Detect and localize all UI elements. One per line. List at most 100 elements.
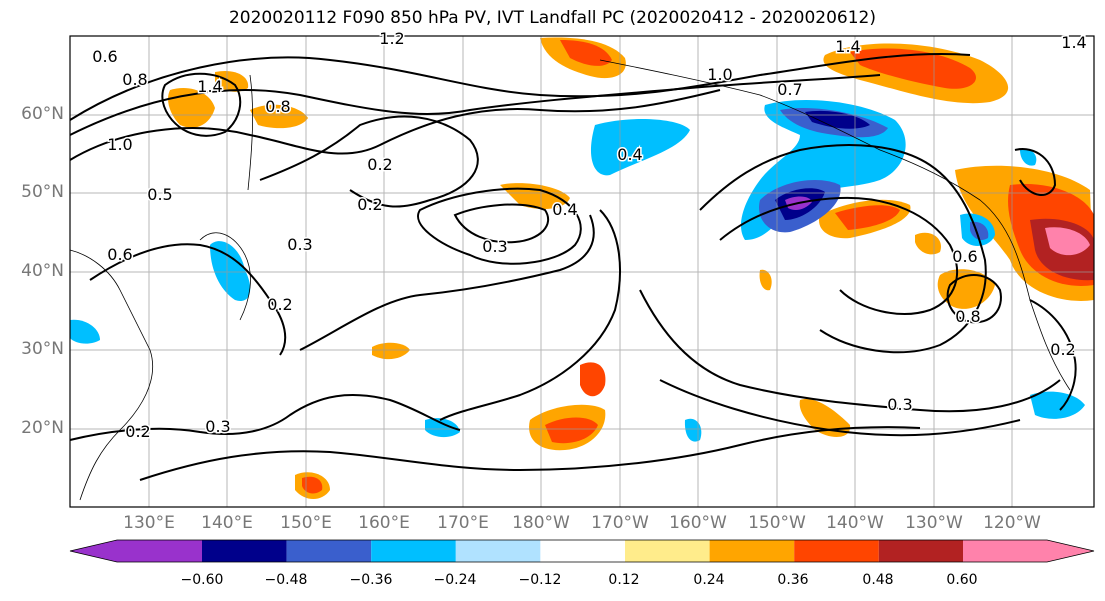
contour-label: 0.4 xyxy=(617,145,642,164)
contour-label: 0.6 xyxy=(107,245,132,264)
contour-line xyxy=(161,72,242,137)
lon-label: 130°E xyxy=(123,513,175,533)
contour-label: 0.8 xyxy=(122,70,147,89)
shade-negative xyxy=(1030,391,1085,419)
colorbar-tick-label: −0.60 xyxy=(180,572,224,588)
contour-label: 1.2 xyxy=(379,29,404,48)
shade-positive xyxy=(168,88,215,128)
contour-line xyxy=(1029,299,1077,411)
colorbar-segment xyxy=(202,540,287,562)
colorbar-segment xyxy=(878,540,964,562)
lon-label: 170°E xyxy=(437,513,489,533)
shade-negative xyxy=(425,418,460,438)
contour-label: 0.2 xyxy=(267,295,292,314)
contour-label: 1.0 xyxy=(107,135,132,154)
lon-label: 140°W xyxy=(826,513,884,533)
contour-label: 0.8 xyxy=(955,307,980,326)
contour-line xyxy=(69,53,971,121)
shade-positive xyxy=(580,362,606,397)
lon-label: 180°W xyxy=(512,513,570,533)
colorbar-segment xyxy=(709,540,795,562)
shade-positive xyxy=(302,476,323,494)
map-title: 2020020112 F090 850 hPa PV, IVT Landfall… xyxy=(228,8,876,28)
contour-line xyxy=(453,203,550,244)
contour-label: 0.3 xyxy=(287,235,312,254)
map-frame xyxy=(69,35,1095,508)
lat-label: 20°N xyxy=(21,418,64,438)
shade-positive xyxy=(250,104,308,129)
contour-label: 1.4 xyxy=(1061,33,1086,52)
lon-label: 120°W xyxy=(983,513,1041,533)
colorbar-segment xyxy=(117,540,202,562)
colorbar-segment xyxy=(286,540,372,562)
contour-label: 1.4 xyxy=(197,77,222,96)
contour-label: 1.4 xyxy=(835,37,860,56)
contour-line xyxy=(69,394,461,441)
lat-label: 40°N xyxy=(21,261,64,281)
contour-label: 0.6 xyxy=(92,47,117,66)
contour-label: 0.8 xyxy=(265,97,290,116)
contour-label: 1.0 xyxy=(707,65,732,84)
contour-line xyxy=(139,426,921,481)
contour-label: 0.4 xyxy=(552,200,577,219)
colorbar-tick-label: 0.48 xyxy=(862,572,894,588)
lat-label: 60°N xyxy=(21,104,64,124)
colorbar-segment xyxy=(625,540,710,562)
contour-line xyxy=(946,273,1002,324)
lon-label: 130°W xyxy=(905,513,963,533)
contour-label: 0.2 xyxy=(367,155,392,174)
lon-label: 160°W xyxy=(669,513,727,533)
lon-label: 160°E xyxy=(358,513,410,533)
lon-label: 140°E xyxy=(201,513,253,533)
colorbar-extend-high xyxy=(1047,540,1094,562)
contour-line xyxy=(1014,148,1057,196)
contour-line xyxy=(69,74,881,136)
colorbar-tick-label: 0.12 xyxy=(608,572,640,588)
colorbar-segment xyxy=(455,540,541,562)
coastline-north-america xyxy=(599,59,1071,391)
colorbar-tick-label: −0.36 xyxy=(349,572,393,588)
colorbar-tick-label: 0.36 xyxy=(777,572,809,588)
lat-label: 30°N xyxy=(21,339,64,359)
contour-line xyxy=(639,289,1061,413)
contour-line xyxy=(299,214,595,351)
contour-label: 0.3 xyxy=(887,395,912,414)
shade-positive xyxy=(1045,227,1090,256)
colorbar-tick-label: 0.60 xyxy=(946,572,978,588)
lon-label: 150°W xyxy=(748,513,806,533)
shade-negative xyxy=(684,418,702,442)
shade-positive xyxy=(759,269,772,291)
contour-line xyxy=(719,196,959,315)
contour-label: 0.3 xyxy=(205,417,230,436)
contour-label: 0.7 xyxy=(777,80,802,99)
coastline-kamchatka xyxy=(247,74,254,191)
coastline-japan xyxy=(199,232,251,321)
lon-label: 150°E xyxy=(280,513,332,533)
colorbar-segment xyxy=(540,540,625,562)
shade-positive xyxy=(372,342,410,360)
pv-contours xyxy=(69,53,1077,481)
lat-label: 50°N xyxy=(21,182,64,202)
shade-negative xyxy=(210,241,251,301)
contour-line xyxy=(259,115,479,208)
colorbar-outline xyxy=(69,539,1095,563)
shade-negative xyxy=(1020,149,1037,166)
contour-label: 0.2 xyxy=(125,422,150,441)
contour-label: 0.6 xyxy=(952,247,977,266)
contour-line xyxy=(69,89,721,161)
shade-positive xyxy=(835,205,900,230)
lon-label: 170°W xyxy=(591,513,649,533)
colorbar-tick-label: −0.24 xyxy=(433,572,477,588)
contour-label: 0.2 xyxy=(1050,340,1075,359)
colorbar-segment xyxy=(794,540,879,562)
shade-negative xyxy=(70,319,100,344)
contour-label: 0.3 xyxy=(482,237,507,256)
contour-label: 0.5 xyxy=(147,185,172,204)
shade-negative xyxy=(590,118,690,176)
colorbar-segment xyxy=(963,540,1047,562)
colorbar-tick-label: −0.12 xyxy=(518,572,562,588)
shade-positive xyxy=(850,48,976,89)
colorbar-tick-label: 0.24 xyxy=(693,572,725,588)
colorbar-extend-low xyxy=(70,540,117,562)
